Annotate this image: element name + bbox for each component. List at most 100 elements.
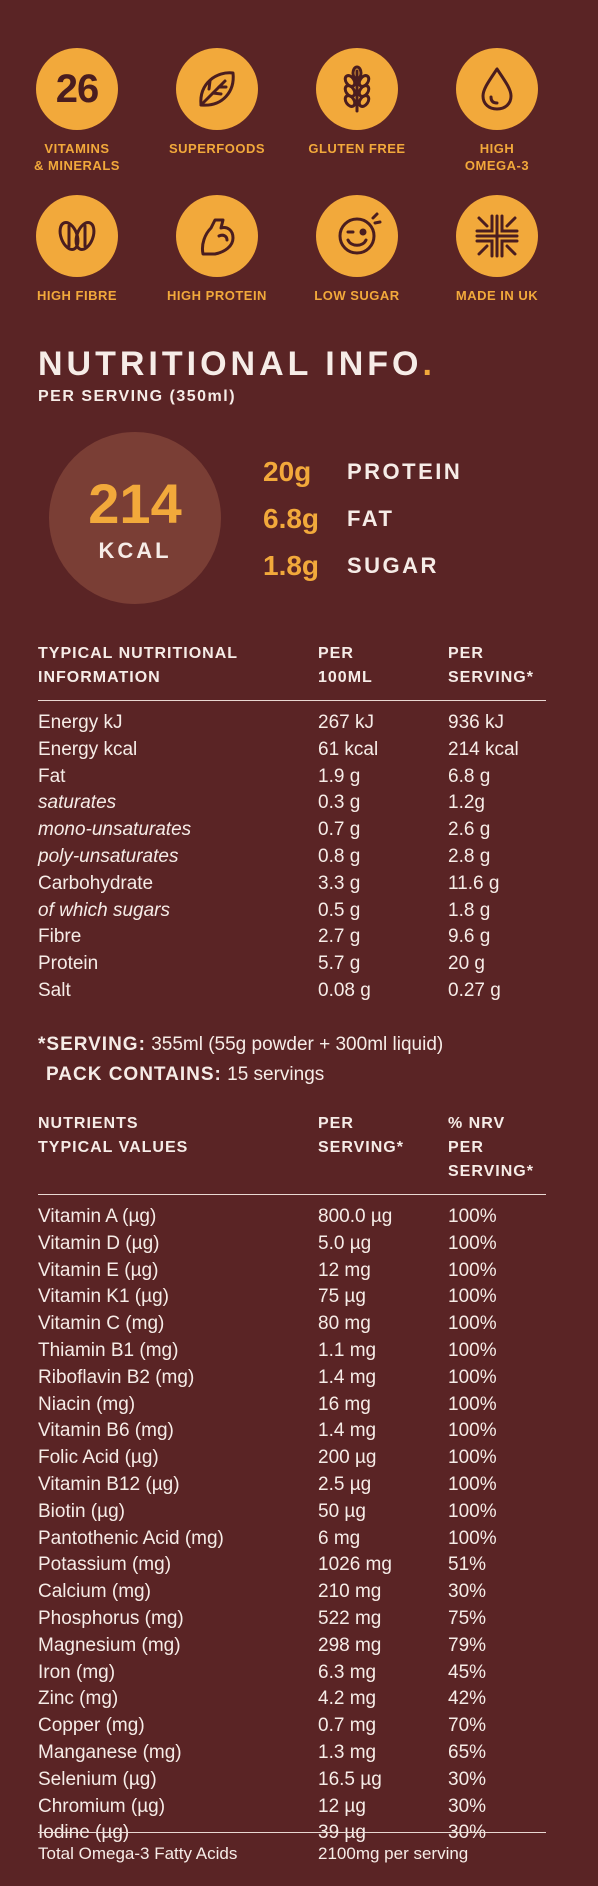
typical-nutrition-table: TYPICAL NUTRITIONAL INFORMATION PER 100m… [38,642,546,1005]
per-serving-value: 2.8 g [448,845,491,867]
table-row: Phosphorus (mg) 522 mg 75% [38,1606,546,1633]
per-100ml-value: 5.7 g [318,953,361,975]
badge-label: HIGH OMEGA-3 [464,141,530,173]
per-serving-value: 1.4 mg [318,1420,377,1442]
table-row: Copper (mg) 0.7 mg 70% [38,1713,546,1740]
nutrient-name: Phosphorus (mg) [38,1607,184,1629]
nrv-percent: 100% [448,1286,497,1308]
nutrient-name: Vitamin D (µg) [38,1232,160,1254]
nutrients-table: NUTRIENTS TYPICAL VALUES PER SERVING* % … [38,1112,546,1847]
table-row: mono-unsaturates 0.7 g 2.6 g [38,817,546,844]
per-serving-value: 2.5 µg [318,1473,372,1495]
badge-vitamins: 26 VITAMINS & MINERALS [7,48,147,174]
table-row: Manganese (mg) 1.3 mg 65% [38,1740,546,1767]
table-header-row: TYPICAL NUTRITIONAL INFORMATION PER 100m… [38,642,546,690]
nutrient-name: Vitamin B6 (mg) [38,1420,174,1442]
nrv-percent: 75% [448,1607,487,1629]
omega3-label: Total Omega-3 Fatty Acids [38,1844,238,1863]
column-header: PER SERVING* [448,645,534,686]
nrv-percent: 79% [448,1634,487,1656]
per-serving-value: 0.27 g [448,979,501,1001]
per-serving-value: 16 mg [318,1393,371,1415]
nutrient-name: Calcium (mg) [38,1581,151,1603]
badge-made-in-uk: MADE IN UK [427,195,567,304]
per-serving-value: 16.5 µg [318,1768,382,1790]
nutrient-name: Riboflavin B2 (mg) [38,1366,195,1388]
table-row: Potassium (mg) 1026 mg 51% [38,1552,546,1579]
per-100ml-value: 0.7 g [318,819,361,841]
table-row: Salt 0.08 g 0.27 g [38,978,546,1005]
table-row: Biotin (µg) 50 µg 100% [38,1499,546,1526]
column-header: TYPICAL NUTRITIONAL INFORMATION [38,645,239,686]
table-row: Energy kJ 267 kJ 936 kJ [38,710,546,737]
table-row: Vitamin K1 (µg) 75 µg 100% [38,1284,546,1311]
column-header: % NRV PER SERVING* [448,1115,534,1180]
nutrient-name: of which sugars [38,899,171,921]
nutrient-name: Potassium (mg) [38,1554,172,1576]
serving-line: *SERVING: 355ml (55g powder + 300ml liqu… [38,1030,443,1060]
macro-fat: 6.8g FAT [263,495,462,542]
per-serving-value: 1.2g [448,792,485,814]
per-100ml-value: 0.5 g [318,899,361,921]
divider [38,700,546,701]
per-serving-value: 214 kcal [448,738,519,760]
fibre-seeds-icon [36,195,118,277]
nutrient-name: Chromium (µg) [38,1795,166,1817]
macro-value: 20g [263,455,312,487]
table-row: Fibre 2.7 g 9.6 g [38,924,546,951]
nrv-percent: 100% [448,1527,497,1549]
nutrient-name: Manganese (mg) [38,1741,182,1763]
nutrient-name: Thiamin B1 (mg) [38,1339,179,1361]
per-serving-value: 75 µg [318,1286,366,1308]
nrv-percent: 100% [448,1232,497,1254]
nutrient-name: Energy kcal [38,738,138,760]
per-serving-value: 800.0 µg [318,1206,393,1227]
flexed-arm-icon [176,195,258,277]
nutrient-name: mono-unsaturates [38,819,192,841]
serving-label: *SERVING: [38,1034,146,1055]
number-26-icon: 26 [36,48,118,130]
per-serving-value: 298 mg [318,1634,382,1656]
column-header: NUTRIENTS TYPICAL VALUES [38,1115,189,1156]
table-row: Niacin (mg) 16 mg 100% [38,1392,546,1419]
winking-face-icon [316,195,398,277]
section-title: NUTRITIONAL INFO. [38,345,436,384]
kcal-unit: KCAL [98,538,172,563]
macro-value: 6.8g [263,502,320,534]
per-serving-value: 936 kJ [448,712,504,733]
serving-value: 355ml (55g powder + 300ml liquid) [151,1034,444,1055]
union-flag-icon [456,195,538,277]
table-row: Pantothenic Acid (mg) 6 mg 100% [38,1526,546,1553]
nutrient-name: Biotin (µg) [38,1500,125,1522]
omega3-footer: Total Omega-3 Fatty Acids 2100mg per ser… [38,1844,468,1864]
badge-label: GLUTEN FREE [308,141,406,156]
nutrient-name: Iron (mg) [38,1661,116,1683]
nutrient-name: Energy kJ [38,712,123,733]
badge-gluten-free: GLUTEN FREE [287,48,427,157]
nrv-percent: 65% [448,1741,487,1763]
nrv-percent: 100% [448,1420,497,1442]
nrv-percent: 100% [448,1313,497,1335]
omega3-value: 2100mg per serving [318,1844,469,1863]
per-serving-value: 6 mg [318,1527,361,1549]
table-row: Vitamin C (mg) 80 mg 100% [38,1311,546,1338]
nutrient-name: Selenium (µg) [38,1768,157,1790]
macro-list: 20g PROTEIN 6.8g FAT 1.8g SUGAR [263,448,462,589]
badge-label: SUPERFOODS [168,141,265,156]
serving-note: *SERVING: 355ml (55g powder + 300ml liqu… [38,1030,443,1090]
badge-omega3: HIGH OMEGA-3 [427,48,567,174]
table-row: Vitamin E (µg) 12 mg 100% [38,1258,546,1285]
pack-line: PACK CONTAINS: 15 servings [38,1060,443,1090]
kcal-circle: 214 KCAL [49,432,221,604]
nutrient-name: Fibre [38,926,82,948]
table-row: Chromium (µg) 12 µg 30% [38,1794,546,1821]
table-row: Thiamin B1 (mg) 1.1 mg 100% [38,1338,546,1365]
table-row: Selenium (µg) 16.5 µg 30% [38,1767,546,1794]
badge-high-fibre: HIGH FIBRE [7,195,147,304]
macro-label: FAT [347,505,395,531]
badge-label: LOW SUGAR [314,288,400,303]
nutrient-name: Protein [38,953,99,975]
per-100ml-value: 3.3 g [318,872,361,894]
per-serving-value: 1026 mg [318,1554,392,1576]
per-serving-value: 1.3 mg [318,1741,377,1763]
